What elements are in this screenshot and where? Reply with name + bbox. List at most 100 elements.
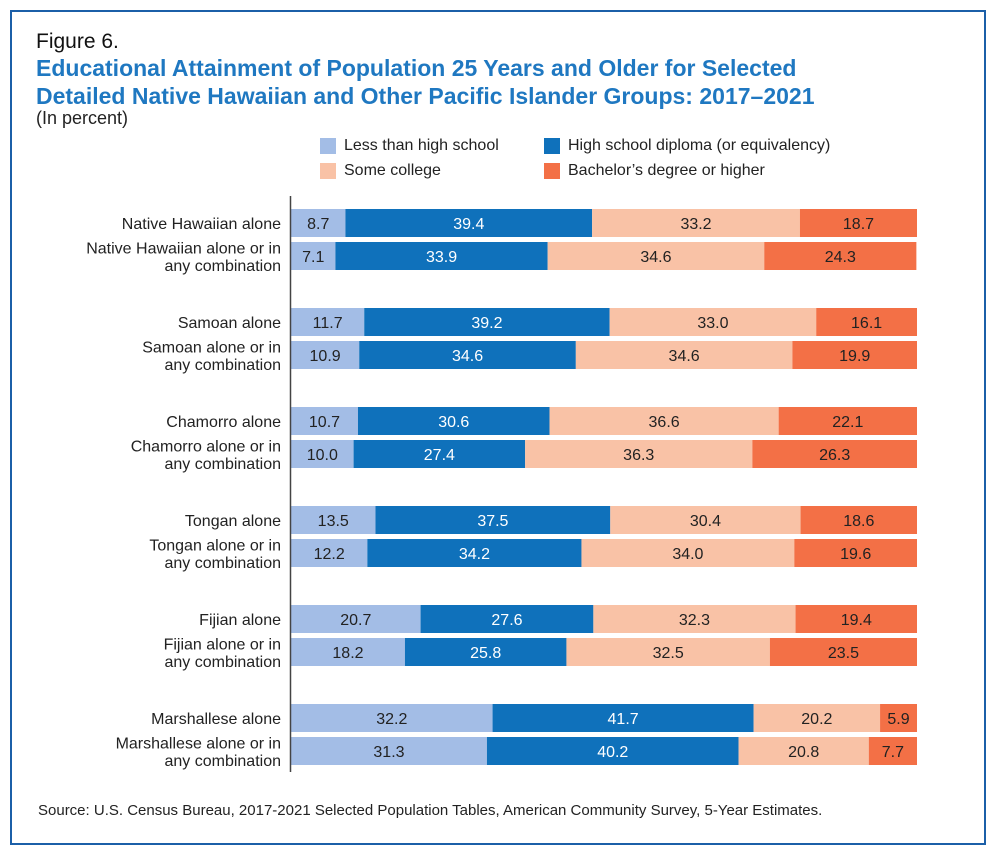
data-label-some-college-tongan-alone: 30.4 xyxy=(690,513,721,530)
bar-segment-less-than-high-school-marshallese-alone-or-in-any-combination xyxy=(291,737,487,765)
bar-segment-bachelor-s-degree-or-higher-native-hawaiian-alone xyxy=(799,209,917,237)
data-label-bachelor-s-degree-or-higher-fijian-alone: 19.4 xyxy=(841,612,872,629)
figure-label: Figure 6. xyxy=(36,30,119,53)
data-label-less-than-high-school-marshallese-alone: 32.2 xyxy=(376,711,407,728)
bar-segment-bachelor-s-degree-or-higher-chamorro-alone-or-in-any-combination xyxy=(752,440,917,468)
bar-segment-less-than-high-school-native-hawaiian-alone-or-in-any-combination xyxy=(291,242,336,270)
category-label-native-hawaiian-alone-or-in-any-combination-line-2: any combination xyxy=(164,258,281,275)
bar-segment-bachelor-s-degree-or-higher-marshallese-alone xyxy=(880,704,917,732)
bar-segment-some-college-samoan-alone xyxy=(609,308,817,336)
data-label-some-college-fijian-alone-or-in-any-combination: 32.5 xyxy=(653,645,684,662)
bar-segment-high-school-diploma-or-equivalency-fijian-alone xyxy=(420,605,594,633)
category-label-chamorro-alone: Chamorro alone xyxy=(166,414,281,431)
category-label-native-hawaiian-alone-or-in-any-combination-line-1: Native Hawaiian alone or in xyxy=(86,240,281,257)
bar-segment-high-school-diploma-or-equivalency-chamorro-alone xyxy=(357,407,550,435)
category-label-tongan-alone: Tongan alone xyxy=(185,513,281,530)
data-label-high-school-diploma-or-equivalency-chamorro-alone: 30.6 xyxy=(438,414,469,431)
data-label-high-school-diploma-or-equivalency-tongan-alone-or-in-any-combination: 34.2 xyxy=(459,546,490,563)
data-label-high-school-diploma-or-equivalency-samoan-alone: 39.2 xyxy=(471,315,502,332)
bar-segment-less-than-high-school-native-hawaiian-alone xyxy=(291,209,346,237)
bar-segment-bachelor-s-degree-or-higher-tongan-alone xyxy=(800,506,917,534)
bar-segment-high-school-diploma-or-equivalency-tongan-alone xyxy=(375,506,611,534)
data-label-bachelor-s-degree-or-higher-marshallese-alone: 5.9 xyxy=(887,711,909,728)
bar-segment-less-than-high-school-samoan-alone xyxy=(291,308,365,336)
bar-segment-some-college-fijian-alone xyxy=(593,605,796,633)
data-label-high-school-diploma-or-equivalency-marshallese-alone-or-in-any-combination: 40.2 xyxy=(597,744,628,761)
chart-title-line-2: Detailed Native Hawaiian and Other Pacif… xyxy=(36,83,815,109)
data-label-some-college-tongan-alone-or-in-any-combination: 34.0 xyxy=(672,546,703,563)
bar-segment-some-college-fijian-alone-or-in-any-combination xyxy=(566,638,770,666)
data-label-less-than-high-school-marshallese-alone-or-in-any-combination: 31.3 xyxy=(373,744,404,761)
data-label-bachelor-s-degree-or-higher-native-hawaiian-alone: 18.7 xyxy=(843,216,874,233)
category-label-samoan-alone: Samoan alone xyxy=(178,315,281,332)
bar-segment-some-college-marshallese-alone xyxy=(753,704,881,732)
data-label-less-than-high-school-native-hawaiian-alone: 8.7 xyxy=(307,216,329,233)
data-label-bachelor-s-degree-or-higher-samoan-alone: 16.1 xyxy=(851,315,882,332)
category-label-tongan-alone-or-in-any-combination-line-2: any combination xyxy=(164,555,281,572)
bar-segment-some-college-tongan-alone-or-in-any-combination xyxy=(581,539,795,567)
data-label-some-college-chamorro-alone-or-in-any-combination: 36.3 xyxy=(623,447,654,464)
chart-title: Educational Attainment of Population 25 … xyxy=(36,54,956,110)
bar-segment-high-school-diploma-or-equivalency-marshallese-alone xyxy=(492,704,754,732)
bar-segment-some-college-native-hawaiian-alone xyxy=(592,209,800,237)
data-label-less-than-high-school-samoan-alone: 11.7 xyxy=(313,315,343,332)
data-label-bachelor-s-degree-or-higher-native-hawaiian-alone-or-in-any-combination: 24.3 xyxy=(825,249,856,266)
bar-segment-less-than-high-school-chamorro-alone xyxy=(291,407,358,435)
legend-label-less-than-high-school: Less than high school xyxy=(344,137,499,154)
data-label-some-college-marshallese-alone-or-in-any-combination: 20.8 xyxy=(788,744,819,761)
data-label-bachelor-s-degree-or-higher-chamorro-alone-or-in-any-combination: 26.3 xyxy=(819,447,850,464)
data-label-high-school-diploma-or-equivalency-native-hawaiian-alone: 39.4 xyxy=(453,216,484,233)
bar-segment-bachelor-s-degree-or-higher-samoan-alone xyxy=(816,308,917,336)
legend-swatch-high-school-diploma xyxy=(544,138,560,154)
bar-segment-less-than-high-school-fijian-alone xyxy=(291,605,421,633)
data-label-some-college-samoan-alone-or-in-any-combination: 34.6 xyxy=(669,348,700,365)
category-label-fijian-alone-or-in-any-combination-line-1: Fijian alone or in xyxy=(164,636,281,653)
bar-segment-bachelor-s-degree-or-higher-tongan-alone-or-in-any-combination xyxy=(794,539,917,567)
legend-label-some-college: Some college xyxy=(344,162,441,179)
bar-segment-less-than-high-school-fijian-alone-or-in-any-combination xyxy=(291,638,405,666)
chart-subtitle: (In percent) xyxy=(36,108,129,128)
data-label-some-college-native-hawaiian-alone-or-in-any-combination: 34.6 xyxy=(640,249,671,266)
chart-title-line-1: Educational Attainment of Population 25 … xyxy=(36,55,797,81)
category-label-marshallese-alone: Marshallese alone xyxy=(151,711,281,728)
category-label-tongan-alone-or-in-any-combination-line-1: Tongan alone or in xyxy=(149,537,281,554)
category-label-samoan-alone-or-in-any-combination-line-1: Samoan alone or in xyxy=(142,339,281,356)
bar-segment-bachelor-s-degree-or-higher-samoan-alone-or-in-any-combination xyxy=(792,341,917,369)
data-label-some-college-fijian-alone: 32.3 xyxy=(679,612,710,629)
data-label-some-college-native-hawaiian-alone: 33.2 xyxy=(680,216,711,233)
bar-segment-some-college-samoan-alone-or-in-any-combination xyxy=(575,341,793,369)
legend-label-high-school-diploma: High school diploma (or equivalency) xyxy=(568,137,831,154)
bar-segment-less-than-high-school-marshallese-alone xyxy=(291,704,493,732)
data-label-high-school-diploma-or-equivalency-fijian-alone-or-in-any-combination: 25.8 xyxy=(470,645,501,662)
bar-segment-bachelor-s-degree-or-higher-native-hawaiian-alone-or-in-any-combination xyxy=(764,242,917,270)
bar-segment-some-college-tongan-alone xyxy=(610,506,801,534)
figure-frame xyxy=(10,10,986,845)
category-label-fijian-alone-or-in-any-combination-line-2: any combination xyxy=(164,654,281,671)
data-label-bachelor-s-degree-or-higher-marshallese-alone-or-in-any-combination: 7.7 xyxy=(882,744,904,761)
data-label-bachelor-s-degree-or-higher-chamorro-alone: 22.1 xyxy=(832,414,863,431)
legend-item-bachelors-degree: Bachelor’s degree or higher xyxy=(544,162,765,180)
data-label-less-than-high-school-chamorro-alone-or-in-any-combination: 10.0 xyxy=(307,447,338,464)
bar-segment-high-school-diploma-or-equivalency-fijian-alone-or-in-any-combination xyxy=(404,638,567,666)
data-label-high-school-diploma-or-equivalency-native-hawaiian-alone-or-in-any-combination: 33.9 xyxy=(426,249,457,266)
data-label-less-than-high-school-fijian-alone: 20.7 xyxy=(340,612,371,629)
bar-segment-high-school-diploma-or-equivalency-chamorro-alone-or-in-any-combination xyxy=(353,440,526,468)
category-label-chamorro-alone-or-in-any-combination-line-1: Chamorro alone or in xyxy=(131,438,281,455)
data-label-high-school-diploma-or-equivalency-chamorro-alone-or-in-any-combination: 27.4 xyxy=(424,447,455,464)
data-label-some-college-marshallese-alone: 20.2 xyxy=(801,711,832,728)
bar-segment-some-college-native-hawaiian-alone-or-in-any-combination xyxy=(547,242,765,270)
category-label-samoan-alone-or-in-any-combination-line-2: any combination xyxy=(164,357,281,374)
data-label-bachelor-s-degree-or-higher-fijian-alone-or-in-any-combination: 23.5 xyxy=(828,645,859,662)
category-label-chamorro-alone-or-in-any-combination-line-2: any combination xyxy=(164,456,281,473)
data-label-less-than-high-school-tongan-alone: 13.5 xyxy=(318,513,349,530)
data-label-bachelor-s-degree-or-higher-tongan-alone: 18.6 xyxy=(843,513,874,530)
bar-segment-bachelor-s-degree-or-higher-fijian-alone xyxy=(795,605,917,633)
data-label-some-college-samoan-alone: 33.0 xyxy=(697,315,728,332)
legend-swatch-less-than-high-school xyxy=(320,138,336,154)
legend-item-less-than-high-school: Less than high school xyxy=(320,137,499,155)
legend-item-some-college: Some college xyxy=(320,162,441,180)
bar-segment-bachelor-s-degree-or-higher-chamorro-alone xyxy=(778,407,917,435)
bar-segment-bachelor-s-degree-or-higher-marshallese-alone-or-in-any-combination xyxy=(868,737,917,765)
legend-swatch-some-college xyxy=(320,163,336,179)
